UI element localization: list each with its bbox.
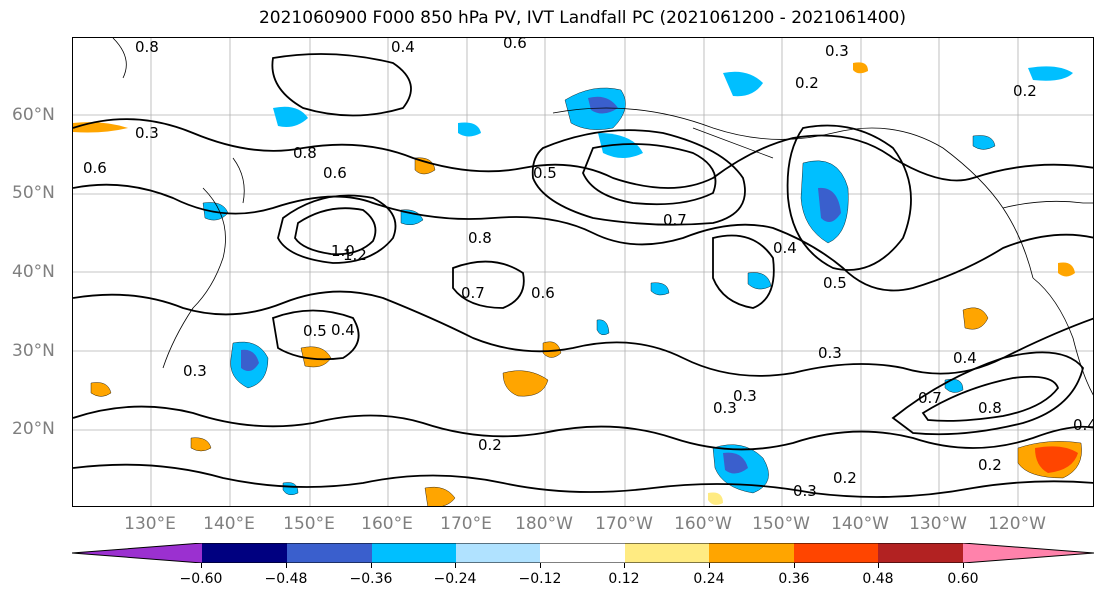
lon-label-160w: 160°W	[674, 514, 732, 534]
colorbar-bin	[202, 543, 287, 563]
contour-label: 1.0	[331, 242, 355, 260]
contour-label: 0.8	[293, 144, 317, 162]
colorbar-tickmark	[624, 563, 625, 568]
colorbar-tickmark	[286, 563, 287, 568]
colorbar-bin	[794, 543, 878, 563]
colorbar-tick-label: 0.24	[693, 571, 725, 587]
contour-label: 0.3	[825, 42, 849, 60]
colorbar-tick-label: −0.48	[264, 571, 308, 587]
colorbar-bin	[878, 543, 963, 563]
lon-label-140w: 140°W	[831, 514, 889, 534]
contour-label: 0.3	[818, 344, 842, 362]
colorbar-bin	[540, 543, 625, 563]
colorbar-tickmark	[201, 563, 202, 568]
colorbar-bin	[287, 543, 372, 563]
contour-label: 0.3	[183, 362, 207, 380]
colorbar-tickmark	[963, 563, 964, 568]
colorbar-tickmark	[794, 563, 795, 568]
lon-label-130w: 130°W	[909, 514, 967, 534]
contour-label: 0.3	[135, 124, 159, 142]
lat-label-40n: 40°N	[12, 262, 55, 282]
contour-label: 0.5	[303, 322, 327, 340]
contour-labels: 0.8 0.4 0.3 0.6 0.2 0.5 0.7 1.0 0.4 0.3 …	[83, 38, 1094, 500]
contour-label: 0.8	[468, 229, 492, 247]
colorbar-tick-label: −0.12	[518, 571, 562, 587]
colorbar-tickmark	[878, 563, 879, 568]
lon-label-170e: 170°E	[440, 514, 492, 534]
colorbar-tick-label: −0.24	[433, 571, 477, 587]
colorbar-tickmark	[455, 563, 456, 568]
contour-label: 0.5	[533, 164, 557, 182]
colorbar-bin	[372, 543, 456, 563]
lat-label-60n: 60°N	[12, 105, 55, 125]
contour-label: 0.7	[461, 284, 485, 302]
contour-label: 0.2	[478, 436, 502, 454]
colorbar-tick-label: −0.60	[179, 571, 223, 587]
contour-label: 0.7	[663, 211, 687, 229]
contour-label: 0.4	[331, 321, 355, 339]
contour-label: 1.2	[343, 246, 367, 264]
lon-label-150e: 150°E	[283, 514, 335, 534]
lon-label-120w: 120°W	[988, 514, 1046, 534]
contour-label: 0.2	[795, 74, 819, 92]
contour-label: 0.6	[531, 284, 555, 302]
lat-label-20n: 20°N	[12, 419, 55, 439]
lon-label-180w: 180°W	[515, 514, 573, 534]
coastlines	[112, 38, 1093, 396]
contour-label: 0.6	[503, 38, 527, 52]
colorbar-tick-label: 0.36	[778, 571, 810, 587]
colorbar-tick-label: −0.36	[349, 571, 393, 587]
contour-label: 0.4	[1073, 416, 1094, 434]
colorbar-over-arrow	[963, 543, 1094, 563]
contour-label: 0.4	[953, 349, 977, 367]
contour-label: 0.8	[978, 399, 1002, 417]
colorbar-bin	[709, 543, 794, 563]
contour-label: 0.4	[391, 38, 415, 56]
contour-label: 0.3	[733, 387, 757, 405]
contour-label: 0.3	[793, 482, 817, 500]
colorbar-tickmark	[371, 563, 372, 568]
lat-label-50n: 50°N	[12, 183, 55, 203]
contour-label: 0.6	[83, 159, 107, 177]
contour-label: 0.2	[1013, 82, 1037, 100]
map-panel: 0.8 0.4 0.3 0.6 0.2 0.5 0.7 1.0 0.4 0.3 …	[72, 37, 1094, 507]
contour-label: 0.7	[918, 389, 942, 407]
lon-label-160e: 160°E	[361, 514, 413, 534]
contour-label: 0.4	[773, 239, 797, 257]
pv-contours	[73, 53, 1093, 498]
figure-title: 2021060900 F000 850 hPa PV, IVT Landfall…	[258, 8, 906, 28]
lat-label-30n: 30°N	[12, 341, 55, 361]
contour-label: 0.2	[978, 456, 1002, 474]
lon-label-150w: 150°W	[752, 514, 810, 534]
colorbar-tickmark	[709, 563, 710, 568]
lon-label-170w: 170°W	[595, 514, 653, 534]
colorbar-tick-label: 0.48	[862, 571, 894, 587]
shaded-anomalies	[73, 62, 1082, 506]
contour-label: 0.5	[823, 274, 847, 292]
colorbar-bin	[456, 543, 540, 563]
contour-label: 0.3	[713, 399, 737, 417]
contour-label: 0.8	[135, 38, 159, 56]
map-canvas: 0.8 0.4 0.3 0.6 0.2 0.5 0.7 1.0 0.4 0.3 …	[73, 38, 1094, 506]
colorbar-tickmark	[540, 563, 541, 568]
colorbar	[72, 543, 1094, 563]
colorbar-tick-label: 0.12	[608, 571, 640, 587]
contour-label: 0.2	[833, 469, 857, 487]
colorbar-tick-label: 0.60	[947, 571, 979, 587]
contour-label: 0.6	[323, 164, 347, 182]
colorbar-bin	[625, 543, 709, 563]
colorbar-under-arrow	[72, 543, 202, 563]
lon-label-140e: 140°E	[203, 514, 255, 534]
lon-label-130e: 130°E	[124, 514, 176, 534]
